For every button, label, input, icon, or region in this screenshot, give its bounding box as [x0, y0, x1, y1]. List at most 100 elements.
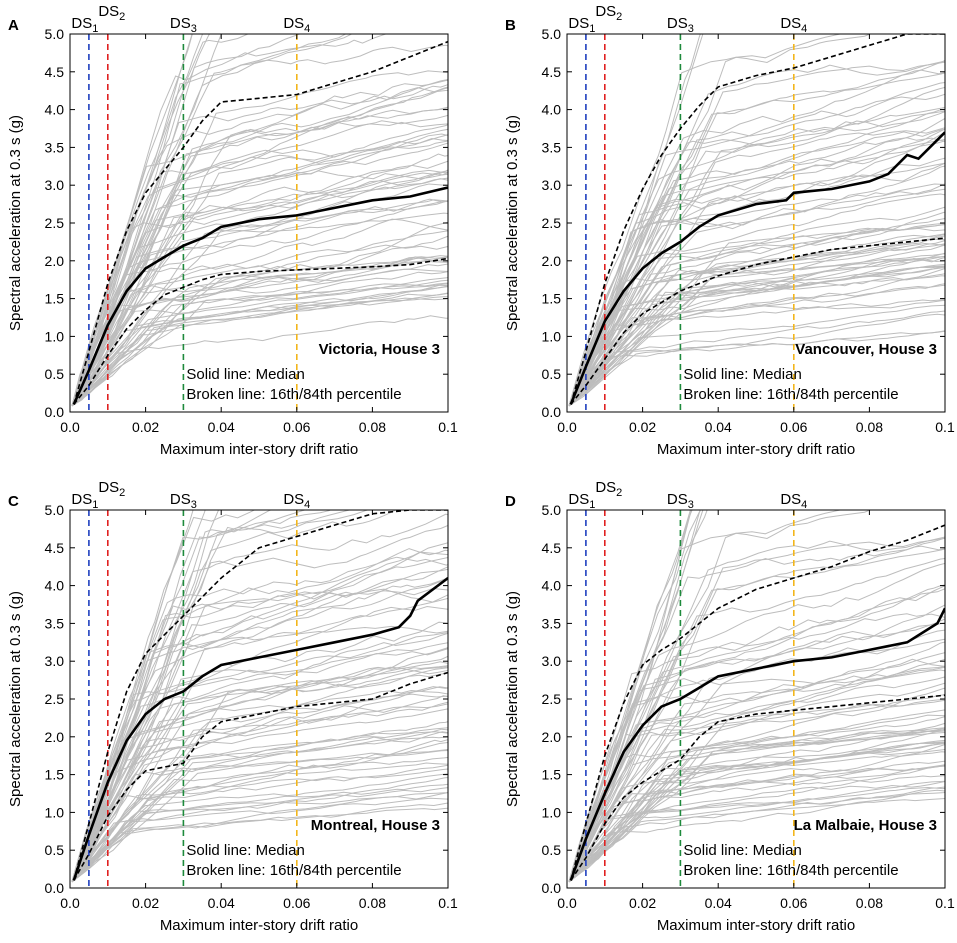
x-tick-label: 0.06 [283, 419, 310, 435]
record-curve [568, 729, 945, 883]
x-tick-label: 0.02 [629, 419, 656, 435]
record-curve [568, 117, 945, 407]
record-curve [568, 585, 945, 883]
threshold-label-name: DS [98, 3, 119, 20]
record-curve [568, 299, 945, 407]
record-curve [71, 524, 448, 883]
threshold-label-ds1: DS1 [568, 491, 595, 511]
x-axis-label: Maximum inter-story drift ratio [160, 441, 358, 458]
record-curve [568, 652, 945, 883]
plot-area [71, 510, 448, 888]
record-curve [71, 689, 448, 883]
record-curve [71, 566, 448, 883]
record-curve [568, 330, 945, 407]
record-curve [568, 510, 701, 883]
record-curve [71, 173, 448, 407]
record-curve [71, 731, 448, 883]
record-curve [71, 578, 448, 883]
threshold-label-ds1: DS1 [71, 491, 98, 511]
record-curve [71, 741, 448, 883]
record-curve [71, 721, 448, 883]
record-curve [71, 286, 448, 407]
record-curve [71, 577, 448, 883]
record-curve [71, 106, 448, 407]
record-curve [71, 625, 448, 883]
record-curve [568, 266, 945, 407]
record-curve [71, 802, 448, 883]
record-curve [568, 510, 704, 883]
y-tick-label: 2.5 [45, 215, 65, 231]
legend-percentile: Broken line: 16th/84th percentile [683, 386, 898, 403]
panel-a: 0.0 0.02 0.04 0.06 0.08 0.1 0.0 0.5 1.0 1.5 2.0 2.5… [7, 3, 458, 458]
record-curve [568, 742, 945, 883]
x-tick-label: 0.08 [856, 895, 883, 911]
threshold-label-name: DS [780, 491, 801, 508]
record-curve [71, 177, 448, 407]
record-curve [71, 708, 448, 883]
threshold-label-sub: 1 [589, 23, 595, 35]
record-curve [568, 562, 945, 883]
x-tick-label: 0.0 [60, 895, 80, 911]
y-tick-label: 0.5 [542, 366, 562, 382]
record-curve [568, 183, 945, 407]
record-curve [71, 597, 448, 883]
record-curve [71, 169, 448, 407]
threshold-label-name: DS [283, 491, 304, 508]
record-curve [71, 510, 332, 883]
x-axis-label: Maximum inter-story drift ratio [657, 917, 855, 934]
record-curve [568, 760, 945, 883]
y-tick-label: 2.0 [45, 729, 65, 745]
record-curve [568, 666, 945, 883]
record-curve [568, 716, 945, 883]
x-axis-label: Maximum inter-story drift ratio [160, 917, 358, 934]
record-curve [71, 79, 448, 407]
x-tick-label: 0.04 [208, 895, 235, 911]
record-curve [71, 556, 448, 883]
record-curve [568, 34, 704, 407]
threshold-label-ds4: DS4 [780, 15, 807, 35]
record-curve [71, 548, 448, 883]
threshold-label-name: DS [667, 491, 688, 508]
legend-percentile: Broken line: 16th/84th percentile [186, 862, 401, 879]
y-tick-label: 1.5 [45, 291, 65, 307]
site-title: Montreal, House 3 [311, 817, 440, 834]
y-tick-label: 0.0 [45, 880, 65, 896]
median-line [569, 131, 945, 405]
y-tick-label: 3.5 [542, 615, 562, 631]
record-curve [568, 727, 945, 883]
record-curve [568, 263, 945, 407]
legend-median: Solid line: Median [683, 366, 801, 383]
x-tick-label: 0.02 [132, 895, 159, 911]
record-curve [71, 510, 256, 883]
record-curve [568, 613, 945, 883]
y-tick-label: 3.0 [45, 653, 65, 669]
y-axis-label: Spectral acceleration at 0.3 s (g) [504, 115, 521, 331]
record-curve [568, 129, 945, 407]
record-curve [71, 84, 448, 407]
threshold-label-ds1: DS1 [71, 15, 98, 35]
record-curve [71, 773, 448, 883]
percentile-84-line [570, 34, 945, 405]
y-tick-label: 3.0 [542, 653, 562, 669]
record-curve [568, 791, 945, 883]
x-tick-label: 0.1 [935, 419, 955, 435]
record-curve [568, 709, 945, 883]
x-tick-label: 0.06 [780, 895, 807, 911]
record-curve [71, 107, 448, 407]
record-curve [568, 669, 945, 883]
y-tick-label: 4.5 [45, 64, 65, 80]
threshold-label-sub: 2 [616, 11, 622, 23]
record-curve [568, 162, 945, 407]
record-curve [71, 34, 211, 407]
percentile-84-line [73, 510, 448, 881]
record-curve [568, 128, 945, 407]
record-curve [71, 89, 448, 407]
record-curve [71, 292, 448, 407]
record-curve [568, 81, 945, 407]
x-tick-label: 0.04 [208, 419, 235, 435]
y-tick-label: 0.5 [45, 842, 65, 858]
panel-c: 0.0 0.02 0.04 0.06 0.08 0.1 0.0 0.5 1.0 1.5 2.0 2.5… [7, 479, 458, 934]
record-curve [568, 698, 945, 883]
threshold-label-name: DS [595, 3, 616, 20]
